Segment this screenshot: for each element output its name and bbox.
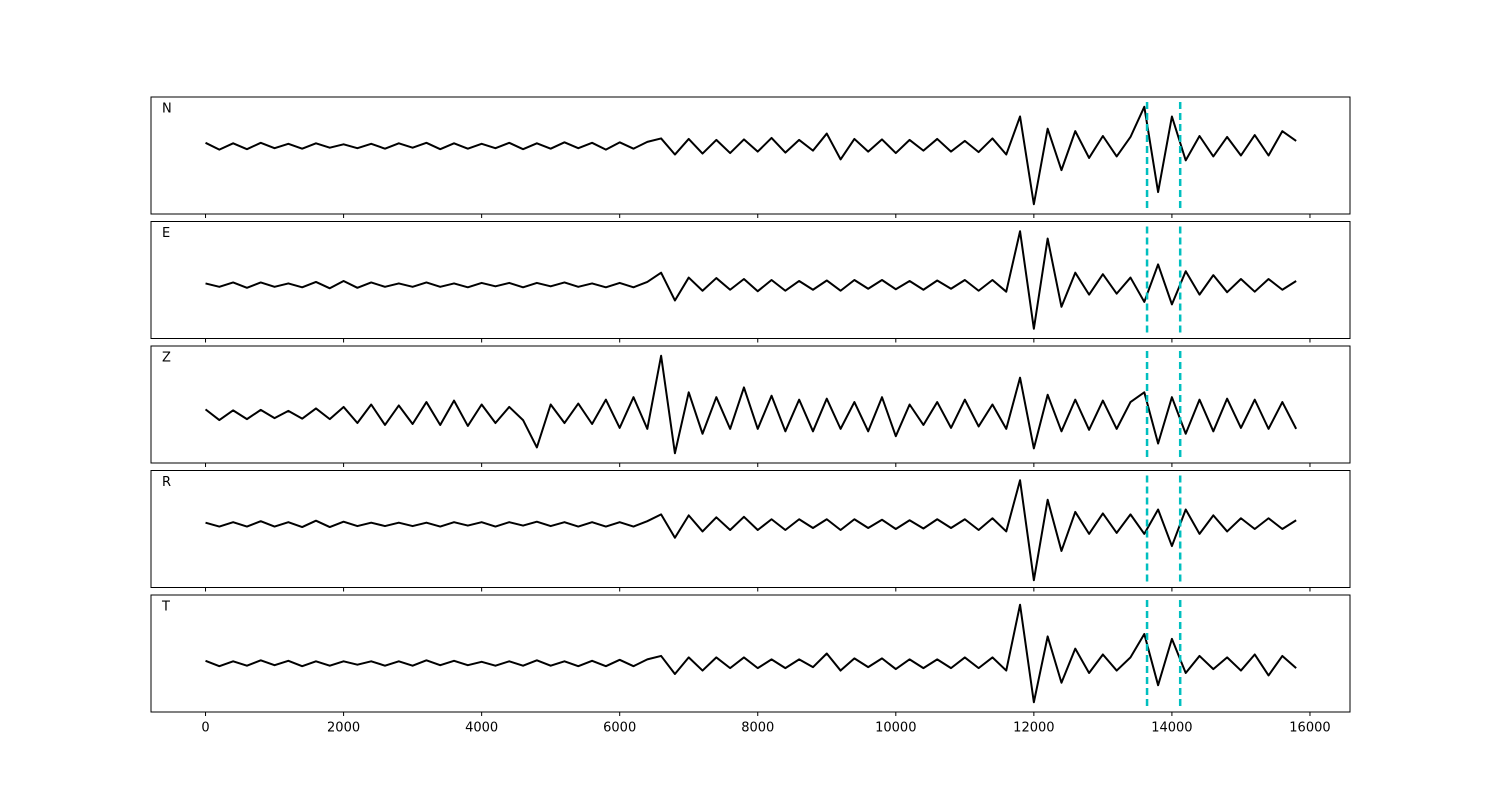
x-tick-label: 14000 bbox=[1151, 721, 1192, 736]
waveform bbox=[205, 603, 1297, 704]
x-tick-label: 6000 bbox=[603, 721, 636, 736]
x-tick-label: 0 bbox=[201, 721, 209, 736]
waveform bbox=[204, 354, 1298, 455]
x-tick-label: 8000 bbox=[741, 721, 774, 736]
x-tick-label: 10000 bbox=[875, 721, 916, 736]
panel-frame bbox=[150, 594, 1351, 713]
panel-label: Z bbox=[162, 351, 171, 366]
waveform bbox=[205, 479, 1297, 582]
x-tick-label: 4000 bbox=[465, 721, 498, 736]
panel-label: T bbox=[161, 600, 170, 615]
panel-frame bbox=[150, 470, 1351, 588]
panel-frame bbox=[150, 221, 1351, 339]
panel-label: E bbox=[162, 226, 170, 241]
panel-label: N bbox=[162, 102, 172, 117]
waveform bbox=[205, 105, 1297, 206]
x-tick-label: 2000 bbox=[327, 721, 360, 736]
panel-frame bbox=[150, 96, 1351, 215]
x-tick-label: 12000 bbox=[1013, 721, 1054, 736]
panel-label: R bbox=[162, 475, 171, 490]
waveform bbox=[205, 230, 1297, 330]
x-tick-label: 16000 bbox=[1289, 721, 1330, 736]
